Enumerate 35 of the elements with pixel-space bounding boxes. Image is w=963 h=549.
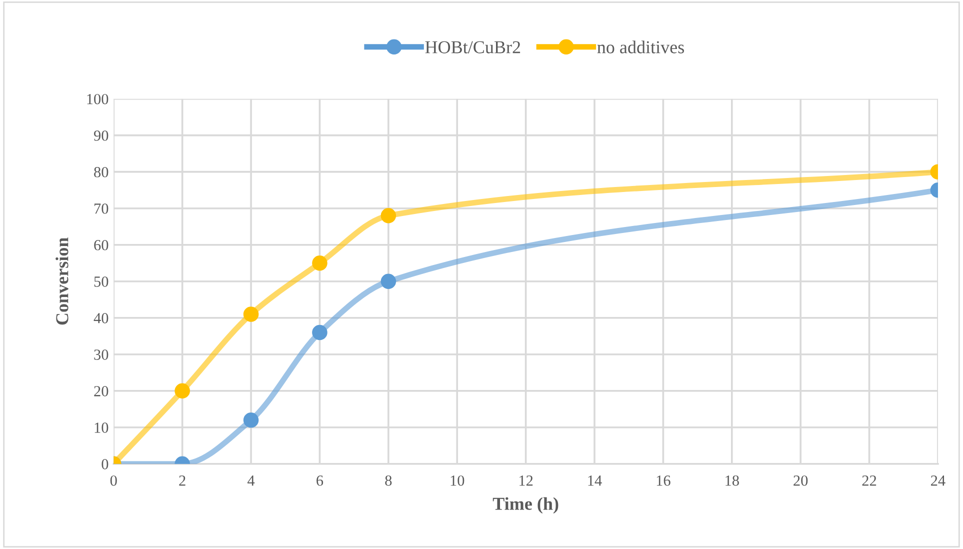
x-tick-label: 16: [656, 476, 670, 486]
y-tick-label: 60: [94, 240, 108, 250]
point: [312, 324, 328, 340]
x-axis-title: Time (h): [492, 497, 558, 514]
point: [243, 412, 259, 428]
point: [243, 306, 259, 322]
x-tick-label: 6: [316, 476, 324, 486]
y-tick-label: 50: [94, 276, 108, 287]
x-tick-label: 10: [450, 475, 464, 486]
x-tick-label: 12: [520, 476, 533, 486]
x-tick-label: 22: [862, 476, 876, 486]
y-tick-label: 30: [94, 350, 108, 360]
y-tick-label: 0: [102, 459, 108, 470]
point: [312, 255, 328, 271]
y-tick-label: 100: [87, 94, 108, 104]
y-tick-label: 70: [94, 203, 108, 214]
x-tick-label: 18: [726, 475, 739, 486]
x-tick-label: 0: [110, 475, 117, 486]
y-axis-title: Conversion: [56, 237, 68, 325]
x-tick-label: 8: [385, 475, 392, 486]
legend-label: HOBt/CuBr2: [425, 41, 520, 54]
y-tick-label: 40: [94, 313, 108, 324]
x-tick-label: 20: [794, 475, 808, 486]
y-tick-label: 20: [94, 386, 108, 396]
y-tick-label: 90: [94, 130, 108, 141]
y-tick-label: 80: [94, 166, 108, 178]
point: [174, 383, 190, 399]
x-tick-label: 24: [930, 476, 946, 486]
y-tick-label: 10: [94, 422, 108, 433]
x-tick-label: 14: [588, 476, 602, 486]
x-tick-label: 2: [179, 476, 186, 486]
point: [380, 274, 396, 289]
point: [380, 208, 396, 224]
x-tick-label: 4: [248, 476, 255, 486]
legend-label: no additives: [597, 40, 684, 54]
